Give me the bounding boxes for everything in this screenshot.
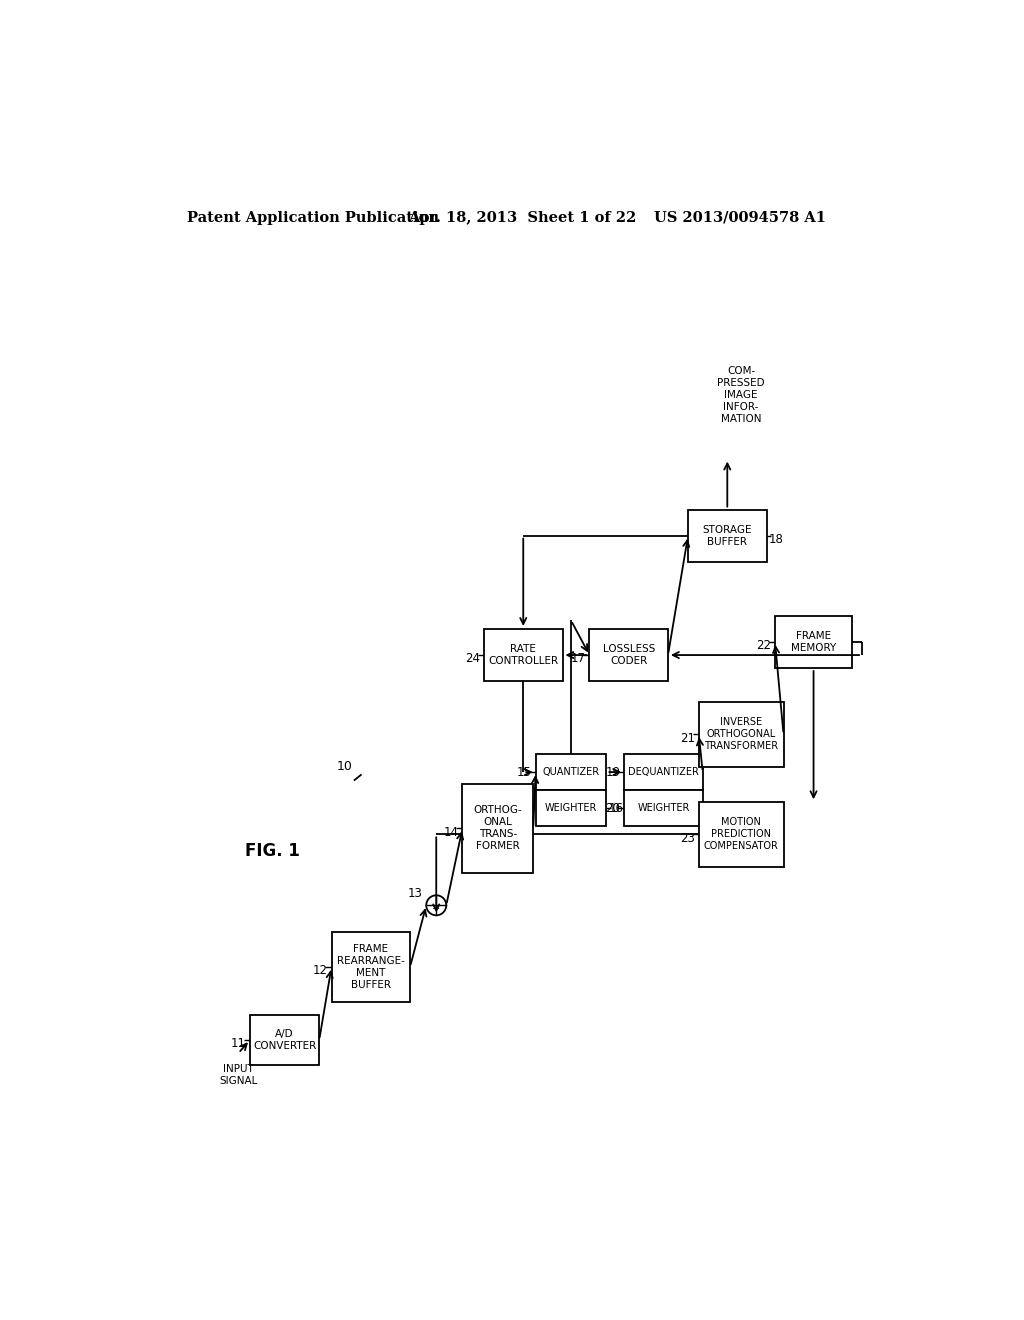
Text: FRAME
MEMORY: FRAME MEMORY (791, 631, 837, 653)
Bar (590, 628, 668, 681)
Text: Patent Application Publication: Patent Application Publication (186, 211, 438, 224)
Bar (536, 791, 606, 826)
Text: 22: 22 (756, 639, 771, 652)
Text: 15: 15 (517, 766, 531, 779)
Text: 20: 20 (605, 801, 621, 814)
Bar (625, 791, 702, 826)
Text: 11: 11 (231, 1038, 246, 1051)
Text: US 2013/0094578 A1: US 2013/0094578 A1 (654, 211, 826, 224)
Text: WEIGHTER: WEIGHTER (637, 804, 689, 813)
Text: 12: 12 (312, 964, 328, 977)
Bar (250, 1015, 319, 1065)
Text: ORTHOG-
ONAL
TRANS-
FORMER: ORTHOG- ONAL TRANS- FORMER (473, 805, 522, 851)
Bar (625, 754, 702, 791)
Text: DEQUANTIZER: DEQUANTIZER (628, 767, 698, 777)
Text: WEIGHTER: WEIGHTER (545, 804, 597, 813)
Text: MOTION
PREDICTION
COMPENSATOR: MOTION PREDICTION COMPENSATOR (703, 817, 778, 851)
Text: STORAGE
BUFFER: STORAGE BUFFER (702, 525, 752, 546)
Text: 13: 13 (408, 887, 422, 900)
Text: QUANTIZER: QUANTIZER (543, 767, 600, 777)
Bar (463, 784, 534, 873)
Bar (484, 628, 562, 681)
Text: 18: 18 (769, 533, 783, 546)
Bar (775, 615, 852, 668)
Text: LOSSLESS
CODER: LOSSLESS CODER (602, 644, 655, 667)
Text: RATE
CONTROLLER: RATE CONTROLLER (488, 644, 558, 667)
Text: COM-
PRESSED
IMAGE
INFOR-
MATION: COM- PRESSED IMAGE INFOR- MATION (718, 366, 765, 424)
Text: 23: 23 (680, 832, 695, 845)
Bar (332, 932, 410, 1002)
Text: 19: 19 (605, 766, 621, 779)
Bar (536, 754, 606, 791)
Text: FRAME
REARRANGE-
MENT
BUFFER: FRAME REARRANGE- MENT BUFFER (337, 944, 404, 990)
Text: −: − (432, 904, 440, 915)
Text: FIG. 1: FIG. 1 (245, 842, 299, 861)
Text: Apr. 18, 2013  Sheet 1 of 22: Apr. 18, 2013 Sheet 1 of 22 (408, 211, 636, 224)
Text: 24: 24 (465, 652, 480, 665)
Text: 10: 10 (337, 760, 353, 774)
Text: 14: 14 (443, 825, 459, 838)
Bar (698, 702, 783, 767)
Text: 16: 16 (608, 801, 624, 814)
Text: A/D
CONVERTER: A/D CONVERTER (253, 1030, 316, 1051)
Bar (698, 801, 783, 867)
Text: 17: 17 (570, 652, 586, 665)
Text: INVERSE
ORTHOGONAL
TRANSFORMER: INVERSE ORTHOGONAL TRANSFORMER (705, 717, 778, 751)
Text: INPUT
SIGNAL: INPUT SIGNAL (219, 1064, 258, 1085)
Text: 21: 21 (680, 731, 695, 744)
Bar (688, 510, 767, 562)
